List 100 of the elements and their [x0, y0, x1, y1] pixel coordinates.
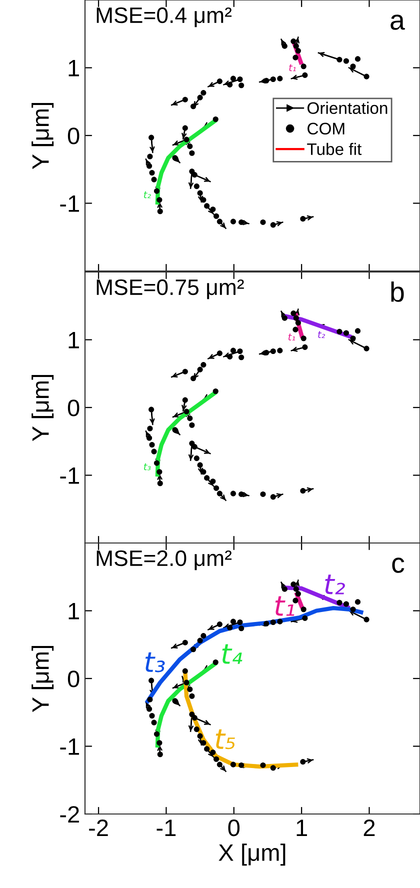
point [204, 746, 210, 752]
point [190, 376, 196, 382]
point [238, 762, 244, 768]
point [230, 76, 236, 82]
y-tick-label: 1 [68, 332, 79, 348]
point [302, 344, 308, 350]
point [227, 82, 233, 88]
point [182, 640, 188, 646]
annotation: MSE=2.0 μm² [96, 550, 232, 570]
point [148, 134, 154, 140]
point [187, 144, 193, 150]
x-tick-label: -1 [156, 820, 176, 836]
point [300, 336, 306, 342]
point [277, 348, 283, 354]
point [154, 460, 160, 466]
point [151, 720, 157, 726]
point [238, 626, 244, 632]
point [212, 116, 218, 122]
y-tick-label: 0 [68, 670, 80, 688]
point [216, 490, 222, 496]
x-tick-label: 1 [296, 820, 307, 836]
x-axis-title: X [μm] [218, 844, 286, 866]
point [187, 416, 193, 422]
y-axis-title: Y [μm] [32, 103, 54, 170]
point [182, 668, 188, 674]
point [147, 154, 153, 160]
annotation: a [390, 14, 405, 30]
point [154, 731, 160, 737]
point [227, 624, 233, 630]
point [292, 326, 298, 332]
point [194, 726, 200, 732]
point [184, 680, 190, 686]
point [293, 43, 299, 49]
point [302, 615, 308, 621]
point [148, 406, 154, 412]
point [212, 388, 218, 394]
y-axis-title: Y [μm] [32, 375, 54, 442]
y-tick-label: 1 [68, 603, 79, 620]
point [157, 752, 163, 758]
point [156, 469, 162, 475]
point [216, 350, 222, 356]
point [260, 491, 266, 497]
annotation: MSE=0.4 μm² [96, 7, 232, 28]
point [290, 310, 296, 316]
point [149, 170, 155, 176]
line-series [155, 118, 218, 207]
point [230, 490, 236, 496]
point [293, 586, 299, 592]
point [200, 633, 206, 639]
point [197, 638, 203, 644]
point [197, 190, 203, 196]
point [238, 82, 244, 88]
point [295, 591, 301, 597]
point [151, 448, 157, 454]
point [200, 362, 206, 368]
point [157, 208, 163, 214]
point [264, 350, 270, 356]
point [300, 216, 306, 222]
point [149, 442, 155, 448]
annotation: b [391, 281, 404, 302]
point [230, 762, 236, 768]
legend-label: COM [308, 122, 344, 135]
point [282, 315, 288, 321]
point [200, 90, 206, 96]
point [270, 348, 276, 354]
legend-label: Orientation [308, 102, 388, 114]
point [189, 422, 195, 428]
point [230, 618, 236, 624]
point [216, 622, 222, 628]
point [336, 328, 342, 334]
point [290, 38, 296, 44]
x-tick-label: -2 [89, 819, 108, 836]
point [343, 601, 350, 607]
point [238, 354, 244, 360]
y-tick-label: -2 [60, 806, 79, 823]
point [292, 54, 298, 60]
point [146, 706, 152, 712]
x-tick-label: 2 [364, 819, 375, 836]
point [260, 219, 266, 225]
point [148, 678, 154, 684]
point [151, 176, 157, 182]
point [237, 76, 243, 82]
point [197, 733, 203, 739]
point [300, 606, 306, 612]
point [146, 435, 152, 441]
point [282, 586, 288, 592]
y-tick-label: 1 [68, 60, 79, 76]
point [154, 188, 160, 194]
annotation: t₃ [144, 463, 151, 470]
annotation: t₂ [144, 191, 151, 198]
point [210, 478, 216, 484]
point [182, 368, 188, 374]
point [189, 150, 195, 156]
point [216, 218, 222, 224]
point [300, 64, 306, 70]
point [336, 600, 342, 606]
point [238, 219, 244, 225]
point [214, 485, 220, 491]
y-tick-label: -1 [60, 468, 79, 484]
point [182, 125, 188, 131]
